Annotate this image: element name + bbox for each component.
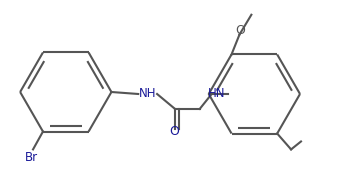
Text: NH: NH	[139, 88, 156, 100]
Text: HN: HN	[208, 88, 225, 100]
Text: O: O	[236, 24, 245, 37]
Text: O: O	[169, 125, 179, 138]
Text: Br: Br	[24, 151, 38, 164]
